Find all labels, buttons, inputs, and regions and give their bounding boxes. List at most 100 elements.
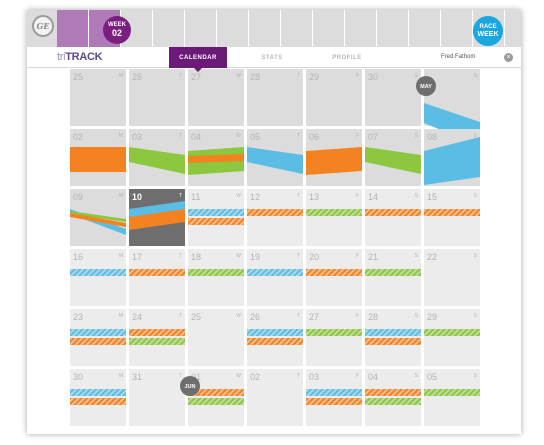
week-strip-cell[interactable] — [281, 10, 313, 47]
day-cell[interactable]: 09 M — [70, 189, 126, 246]
event-run — [70, 338, 126, 345]
day-cell[interactable]: 02 T — [247, 369, 303, 426]
day-cell[interactable]: 04 S — [365, 369, 421, 426]
day-cell[interactable]: 12 T — [247, 189, 303, 246]
event-run — [365, 209, 421, 216]
week-strip-cell[interactable] — [57, 10, 89, 47]
calendar-grid: 25 M 26 T 27 W 28 T 29 F 30 S S 02 M 03 T 04 W 05 T 06 F 07 S 08 S… — [70, 69, 480, 426]
week-strip-cell[interactable] — [249, 10, 281, 47]
day-cell[interactable]: 21 S — [365, 249, 421, 306]
day-cell[interactable]: 30 M — [70, 369, 126, 426]
day-cell[interactable]: 24 T — [129, 309, 185, 366]
weekday-letter: T — [297, 193, 300, 199]
app-window: GE WEEK 02 RACE WEEK 25 M 26 T 27 W 28 T 29 F 30 S S… — [27, 10, 521, 434]
event-run — [129, 329, 185, 336]
day-cell[interactable]: 25 M — [70, 69, 126, 126]
x-close-icon[interactable]: × — [504, 53, 513, 62]
day-cell[interactable]: 06 F — [306, 129, 362, 186]
race-badge-top: RACE — [479, 24, 497, 30]
day-cell[interactable]: 05 S — [424, 369, 480, 426]
day-cell[interactable]: 31 T — [129, 369, 185, 426]
day-cell[interactable]: 17 T — [129, 249, 185, 306]
day-number: 29 — [309, 72, 319, 82]
day-cell[interactable]: 29 S — [424, 309, 480, 366]
week-strip-cell[interactable] — [441, 10, 473, 47]
day-cell-bg — [247, 369, 303, 426]
weekday-letter: T — [297, 313, 300, 319]
current-week-badge[interactable]: WEEK 02 — [103, 16, 131, 44]
day-cell[interactable]: 07 S — [365, 129, 421, 186]
brand-track: TRACK — [65, 51, 103, 63]
event-run — [424, 209, 480, 216]
week-strip-cell[interactable] — [185, 10, 217, 47]
day-cell[interactable]: 03 F — [306, 369, 362, 426]
week-badge-number: 02 — [111, 28, 122, 38]
user-name[interactable]: Fred Fathom — [441, 54, 476, 60]
week-strip-cell[interactable] — [377, 10, 409, 47]
day-cell[interactable]: 26 T — [247, 309, 303, 366]
day-cell[interactable]: 20 F — [306, 249, 362, 306]
weekday-letter: S — [474, 193, 478, 199]
day-cell[interactable]: 23 M — [70, 309, 126, 366]
day-cell-bg — [306, 369, 362, 426]
day-number: 15 — [427, 192, 437, 202]
day-cell[interactable]: 03 T — [129, 129, 185, 186]
day-cell[interactable]: 16 M — [70, 249, 126, 306]
day-number: 31 — [132, 372, 142, 382]
day-cell[interactable]: 30 S — [365, 69, 421, 126]
day-cell[interactable]: 05 T — [247, 129, 303, 186]
day-cell-bg — [365, 249, 421, 306]
week-badge-label: WEEK — [108, 22, 126, 28]
day-cell-bg — [365, 369, 421, 426]
day-cell[interactable]: 27 W — [188, 69, 244, 126]
tab-stats[interactable]: STATS — [261, 54, 283, 61]
weekday-letter: S — [474, 253, 478, 259]
day-cell-bg — [129, 249, 185, 306]
event-bike — [424, 329, 480, 336]
day-cell[interactable]: 11 W — [188, 189, 244, 246]
event-swim — [424, 137, 480, 185]
day-cell[interactable]: 18 W — [188, 249, 244, 306]
day-cell[interactable]: 29 F — [306, 69, 362, 126]
weekday-letter: S — [474, 73, 478, 79]
weekday-letter: T — [297, 253, 300, 259]
weekday-letter: S — [415, 313, 419, 319]
day-cell[interactable]: 14 S — [365, 189, 421, 246]
week-strip-cell[interactable] — [409, 10, 441, 47]
day-cell[interactable]: 13 F — [306, 189, 362, 246]
day-number: 08 — [427, 132, 437, 142]
event-bike — [188, 269, 244, 276]
day-cell[interactable]: 27 F — [306, 309, 362, 366]
weekday-letter: T — [297, 373, 300, 379]
day-cell[interactable]: 04 W — [188, 129, 244, 186]
day-cell-bg — [306, 309, 362, 366]
day-cell[interactable]: 19 T — [247, 249, 303, 306]
day-cell[interactable]: 08 S — [424, 129, 480, 186]
week-strip-cell[interactable] — [217, 10, 249, 47]
week-strip-cell[interactable] — [313, 10, 345, 47]
day-cell[interactable]: 01 W — [188, 369, 244, 426]
day-number: 30 — [368, 72, 378, 82]
event-run — [365, 389, 421, 396]
tab-calendar[interactable]: CALENDAR — [169, 47, 227, 72]
day-cell[interactable]: 28 T — [247, 69, 303, 126]
race-week-badge[interactable]: RACE WEEK — [473, 16, 503, 46]
day-cell-bg — [70, 309, 126, 366]
day-cell[interactable]: 22 S — [424, 249, 480, 306]
day-cell-bg — [188, 189, 244, 246]
day-cell[interactable]: 28 S — [365, 309, 421, 366]
week-strip-cell[interactable] — [153, 10, 185, 47]
day-number: 28 — [250, 72, 260, 82]
day-cell[interactable]: 26 T — [129, 69, 185, 126]
day-cell[interactable]: 10 T — [129, 189, 185, 246]
event-run — [306, 147, 362, 175]
day-cell[interactable]: 02 M — [70, 129, 126, 186]
tab-profile[interactable]: PROFILE — [332, 54, 362, 61]
week-strip-cell[interactable] — [473, 10, 505, 47]
day-cell[interactable]: 25 W — [188, 309, 244, 366]
event-bike — [365, 398, 421, 405]
week-strip-cell[interactable] — [121, 10, 153, 47]
week-strip-cell[interactable] — [345, 10, 377, 47]
day-cell[interactable]: 15 S — [424, 189, 480, 246]
event-swim — [70, 389, 126, 396]
